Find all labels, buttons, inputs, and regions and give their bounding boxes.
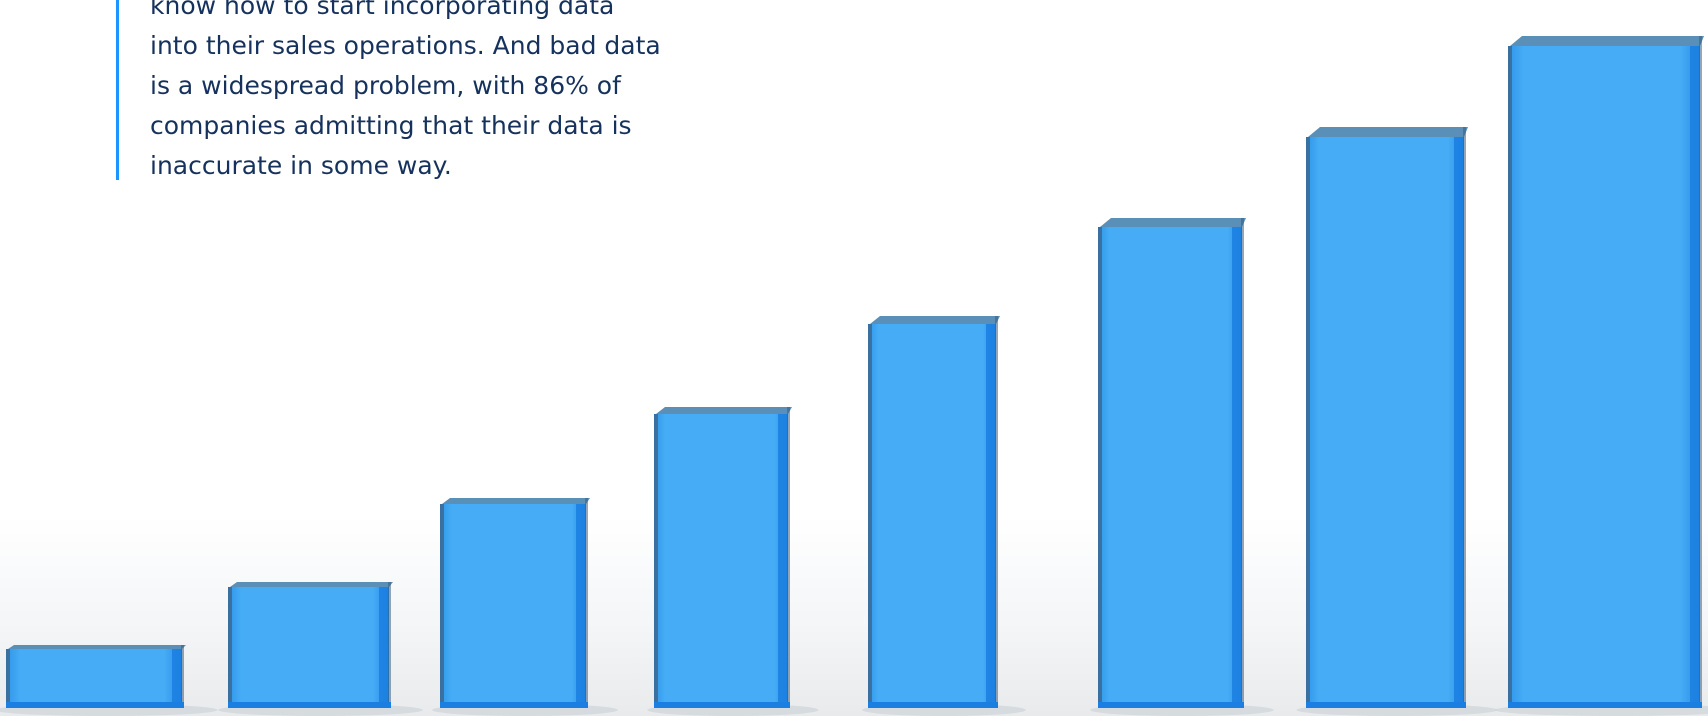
glass-bar	[862, 316, 1026, 716]
quote-accent-bar	[116, 0, 119, 180]
quote-line: companies admitting that their data is	[150, 111, 632, 140]
glass-bar	[0, 645, 218, 716]
glass-bar	[1090, 218, 1274, 716]
glass-bar	[647, 407, 819, 716]
quote-line: is a widespread problem, with 86% of	[150, 71, 621, 100]
glass-bar	[1494, 36, 1708, 716]
quote-line: know how to start incorporating data	[150, 0, 615, 20]
quote-line: into their sales operations. And bad dat…	[150, 31, 661, 60]
quote-text: know how to start incorporating data int…	[150, 0, 661, 186]
quote-line: inaccurate in some way.	[150, 151, 452, 180]
glass-bar	[432, 498, 618, 716]
glass-bar	[1296, 127, 1498, 716]
glass-bar	[218, 582, 423, 716]
